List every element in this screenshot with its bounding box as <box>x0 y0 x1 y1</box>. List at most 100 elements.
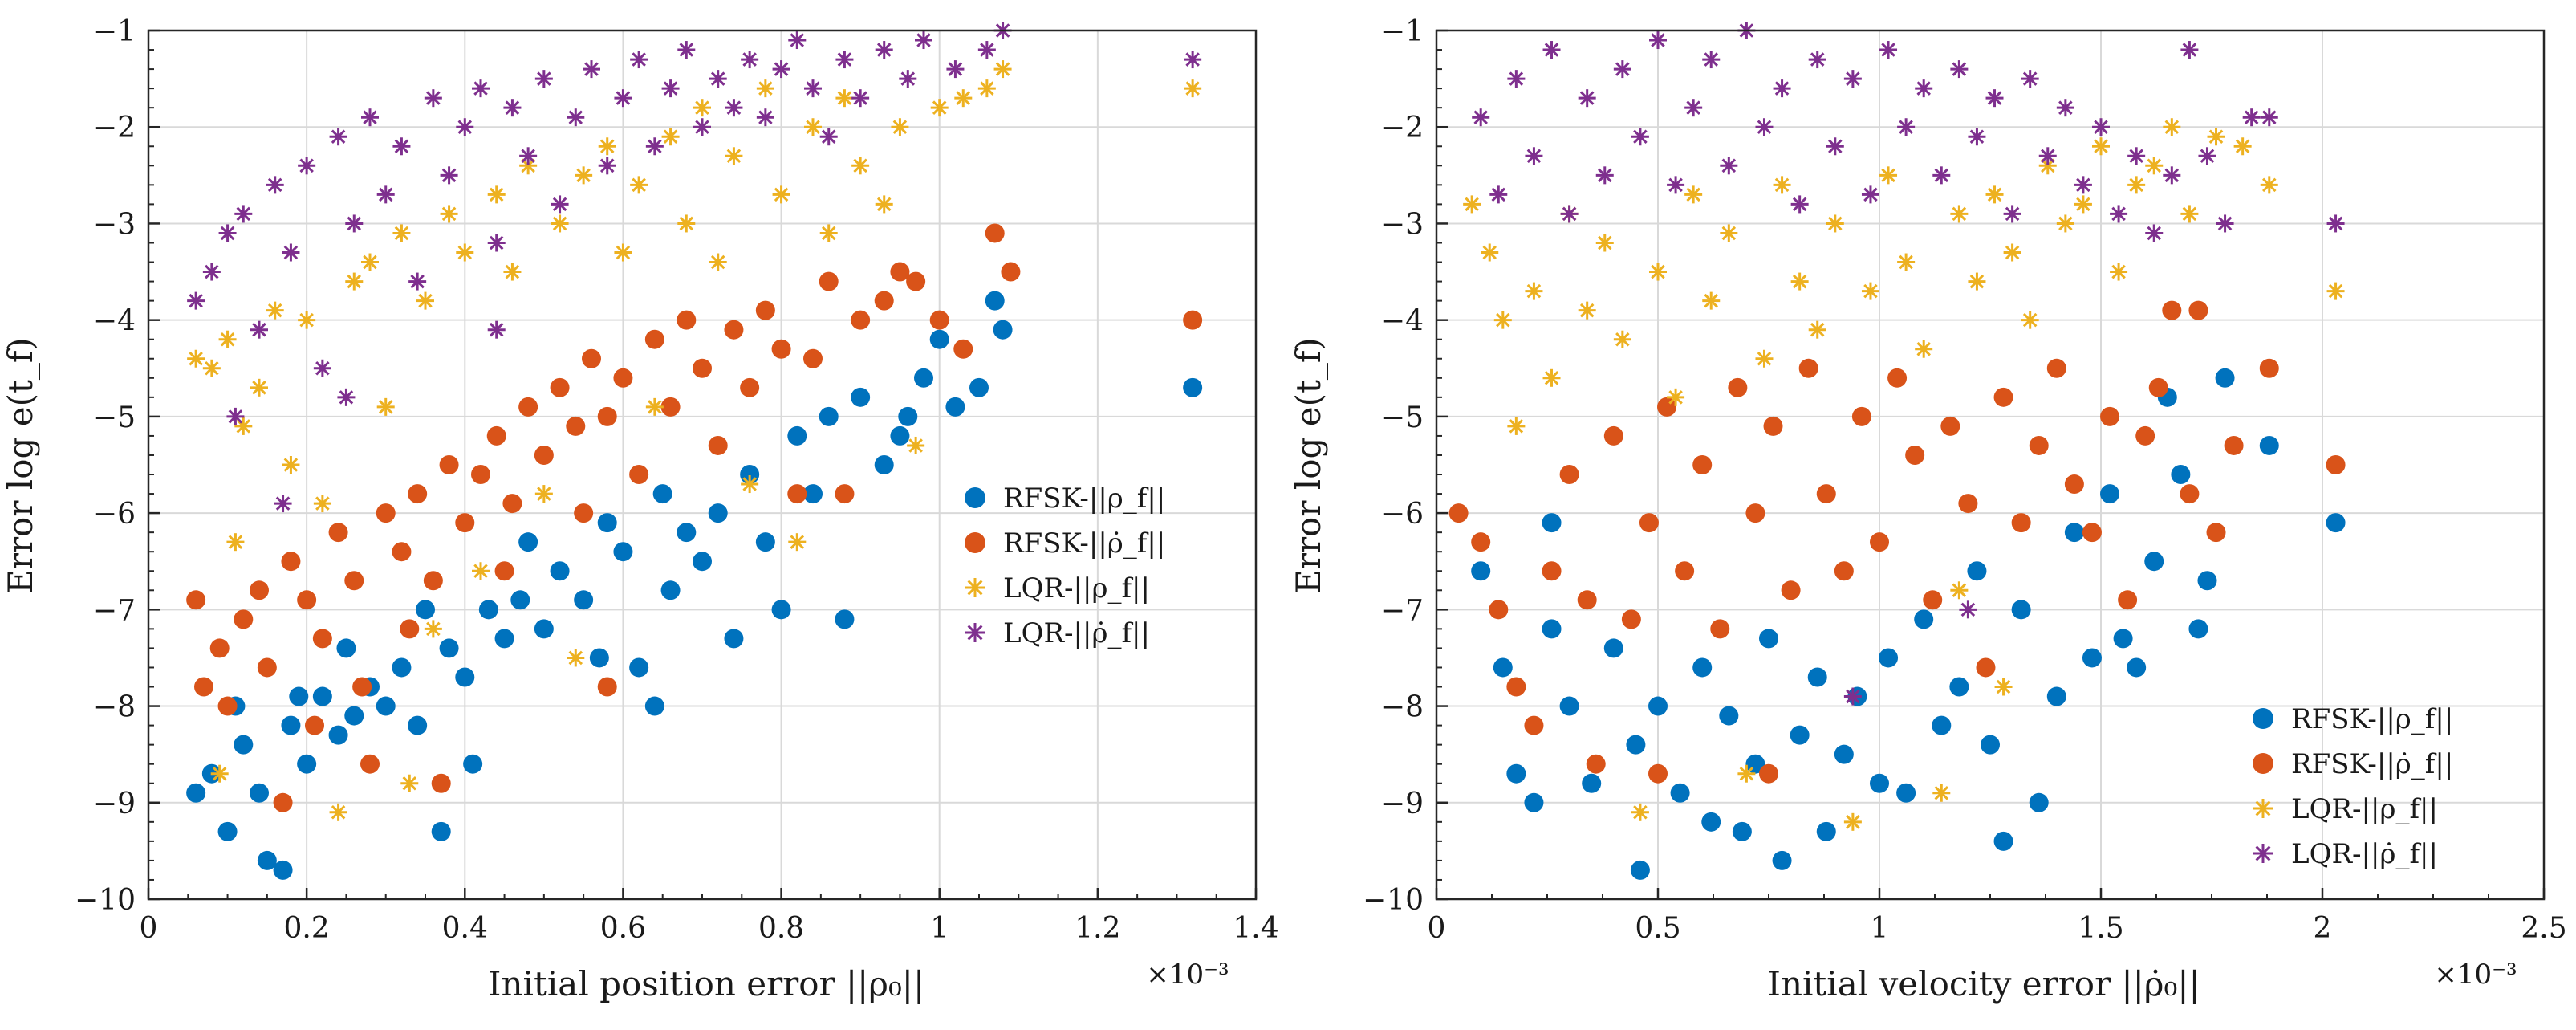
y-tick-label: −10 <box>75 884 136 917</box>
data-point <box>312 629 332 649</box>
data-point <box>2148 377 2168 397</box>
data-point <box>567 649 585 667</box>
y-axis-label: Error log e(t_f) <box>1289 337 1328 594</box>
legend-label: LQR-||ρ̇_f|| <box>1003 617 1150 649</box>
data-point <box>328 523 348 543</box>
data-point <box>1807 667 1827 687</box>
data-point <box>471 465 490 485</box>
data-point <box>440 205 458 223</box>
data-point <box>1648 696 1668 716</box>
data-point <box>875 41 893 59</box>
data-point <box>257 850 277 870</box>
data-point <box>2046 686 2066 706</box>
data-point <box>313 359 331 377</box>
data-point <box>1732 821 1752 841</box>
data-point <box>510 590 530 610</box>
data-point <box>2171 465 2191 485</box>
y-tick-label: −6 <box>93 498 136 531</box>
x-tick-label: 0.8 <box>758 912 804 945</box>
data-point <box>2188 300 2208 320</box>
data-point <box>2180 205 2199 223</box>
data-point <box>2206 523 2226 543</box>
data-point <box>305 715 324 735</box>
data-point <box>1879 166 1898 185</box>
data-point <box>566 416 586 436</box>
data-point <box>2113 629 2133 649</box>
data-point <box>2038 147 2057 165</box>
data-point <box>1773 79 1791 98</box>
data-point <box>257 657 277 678</box>
legend-label: LQR-||ρ_f|| <box>1003 572 1150 605</box>
data-point <box>2110 205 2128 223</box>
data-point <box>187 349 205 368</box>
data-point <box>1737 764 1756 783</box>
data-point <box>1582 773 1602 793</box>
legend-swatch <box>965 532 985 553</box>
y-tick-label: −5 <box>1381 401 1424 434</box>
data-point <box>1560 205 1579 223</box>
data-point <box>741 51 759 69</box>
data-point <box>376 185 395 204</box>
data-point <box>788 533 807 552</box>
data-point <box>2127 176 2146 194</box>
data-point <box>2011 600 2031 620</box>
data-point <box>693 118 711 136</box>
data-point <box>874 455 894 474</box>
data-point <box>392 137 411 156</box>
data-point <box>1586 754 1606 774</box>
data-point <box>1755 349 1774 368</box>
data-point <box>1701 812 1721 832</box>
x-tick-label: 2 <box>2314 912 2332 945</box>
data-point <box>1843 70 1862 88</box>
legend-label: RFSK-||ρ_f|| <box>2291 703 2453 735</box>
data-point <box>1702 51 1721 69</box>
data-point <box>416 600 435 620</box>
data-point <box>478 600 498 620</box>
data-point <box>891 118 909 136</box>
data-point <box>772 185 790 204</box>
data-point <box>1968 128 1986 146</box>
data-point <box>2135 425 2155 446</box>
data-point <box>1183 310 1203 330</box>
data-point <box>741 475 759 494</box>
data-point <box>890 262 910 282</box>
data-point <box>328 725 348 745</box>
data-point <box>408 484 428 504</box>
data-point <box>2003 243 2021 262</box>
data-point <box>1808 51 1826 69</box>
data-point <box>2100 406 2120 426</box>
data-point <box>1870 532 1889 552</box>
data-point <box>2326 455 2346 474</box>
data-point <box>1949 677 1969 697</box>
data-point <box>756 79 774 98</box>
data-point <box>250 320 268 339</box>
data-point <box>645 397 664 416</box>
data-point <box>1798 358 1818 378</box>
data-point <box>1559 465 1579 485</box>
data-point <box>2074 176 2092 194</box>
data-point <box>194 677 213 697</box>
y-tick-label: −2 <box>93 112 136 145</box>
data-point <box>1507 70 1526 88</box>
data-point <box>677 310 697 330</box>
data-point <box>1493 657 1513 678</box>
data-point <box>487 320 506 339</box>
data-point <box>582 348 601 368</box>
x-tick-label: 1 <box>930 912 949 945</box>
y-tick-label: −9 <box>93 788 136 820</box>
data-point <box>186 783 206 803</box>
x-tick-label: 0 <box>140 912 158 945</box>
data-point <box>209 638 230 658</box>
data-point <box>1896 783 1916 803</box>
data-point <box>1790 725 1810 745</box>
data-point <box>1463 195 1481 214</box>
data-point <box>724 629 744 649</box>
data-point <box>298 157 316 175</box>
data-point <box>1985 185 2004 204</box>
data-point <box>2242 108 2261 127</box>
legend-item-1: RFSK-||ρ̇_f|| <box>965 527 1165 560</box>
data-point <box>1595 166 1614 185</box>
data-point <box>1471 532 1491 552</box>
data-point <box>1692 455 1713 474</box>
data-point <box>2216 214 2234 233</box>
